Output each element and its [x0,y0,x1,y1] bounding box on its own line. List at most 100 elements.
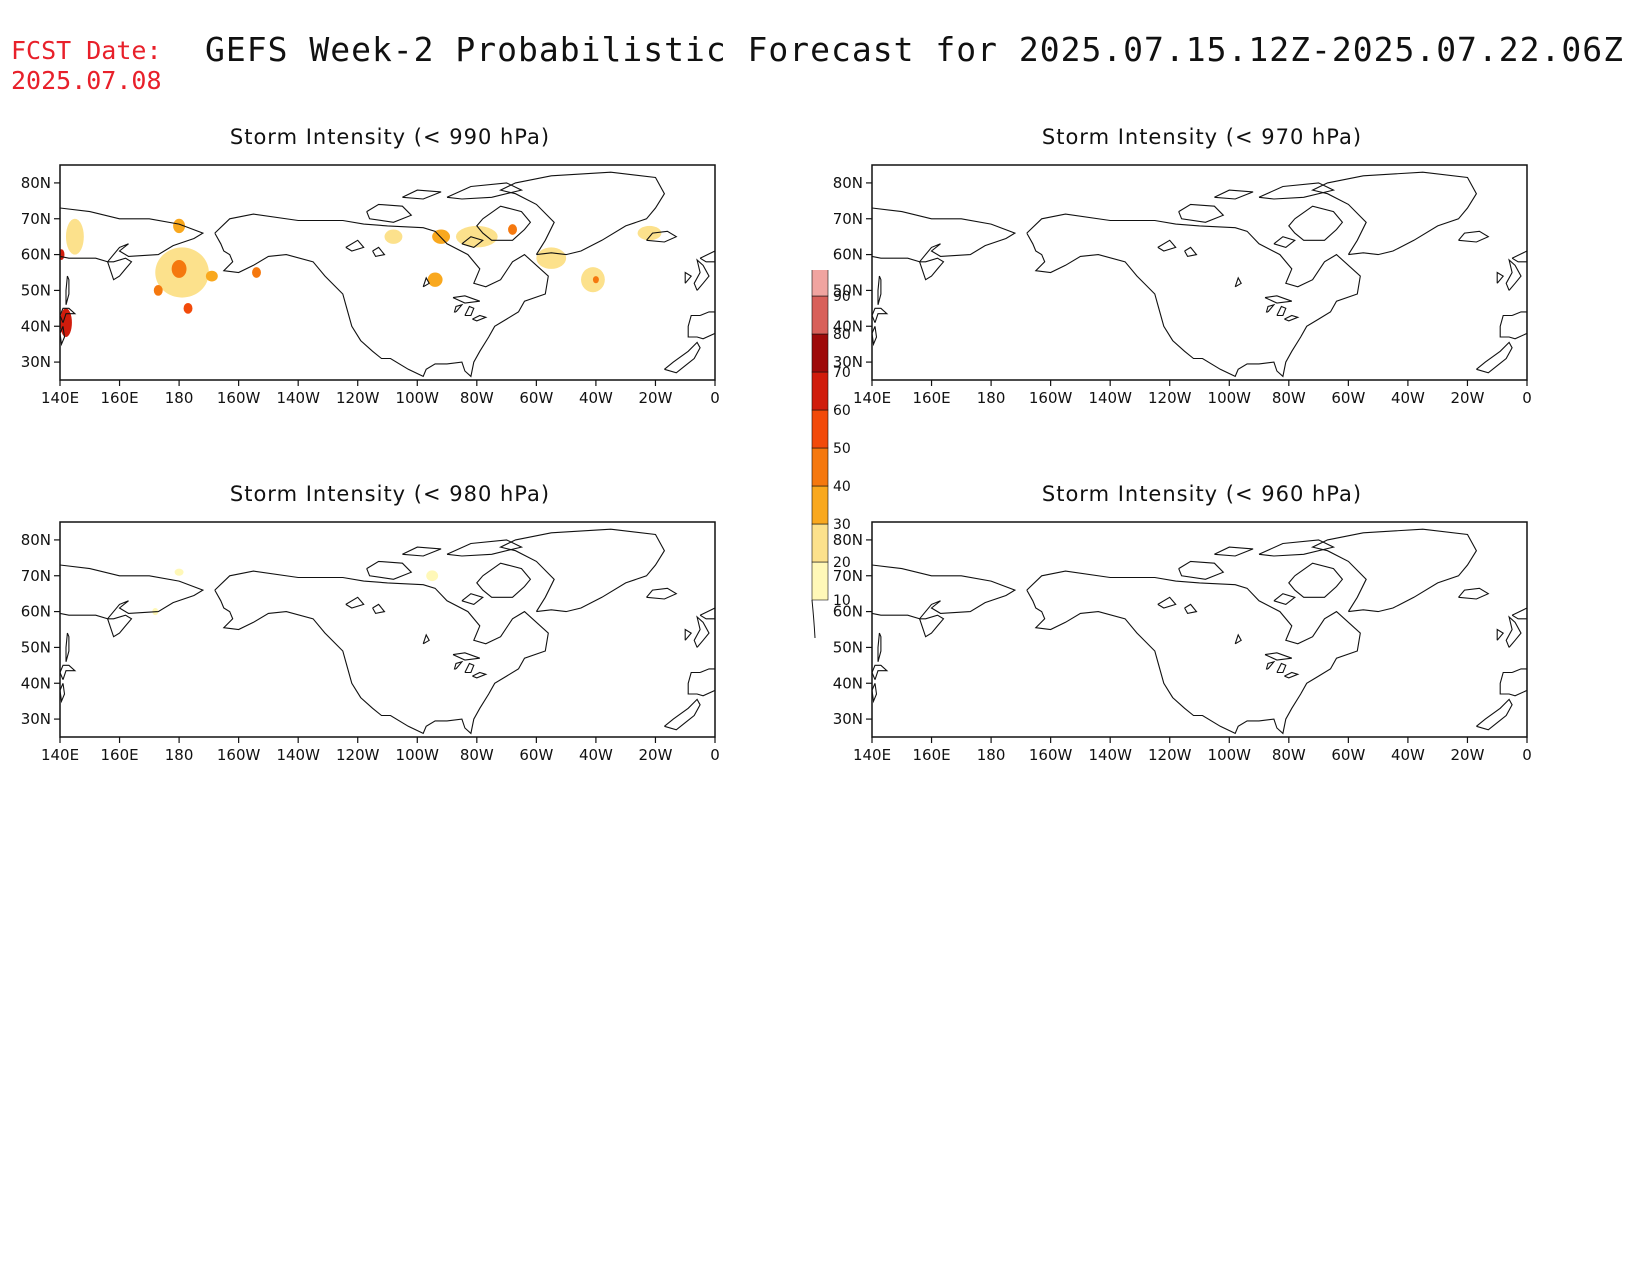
probability-colorbar: 10 20 30 40 50 60 70 80 90 [811,270,851,639]
coastline [1284,314,1300,322]
coastline [1026,570,1361,735]
lon-tick-label: 140W [1088,746,1132,764]
lat-tick-label: 70N [833,567,863,585]
coastline [1184,246,1198,258]
probability-patch [508,224,518,235]
lon-tick-label: 180 [165,746,194,764]
lon-tick-label: 0 [710,389,720,407]
coastline [65,632,70,662]
coastline [345,596,365,609]
lon-tick-label: 40W [1391,746,1425,764]
coastline [476,205,532,241]
lon-tick-label: 140W [276,389,320,407]
lon-tick-label: 20W [638,389,672,407]
coastline [464,662,475,674]
coastline [214,213,549,378]
colorbar-label: 10 [833,593,851,609]
lat-tick-label: 80N [833,174,863,192]
coastline [664,698,701,731]
lon-tick-label: 80W [1272,746,1306,764]
coastline [1234,633,1242,645]
coastline [1476,698,1513,731]
coastline [1496,628,1505,641]
probability-patch [171,259,187,278]
coastline [60,683,66,704]
lat-tick-label: 70N [21,210,51,228]
colorbar-segment [811,270,829,297]
coastline [1026,213,1361,378]
probability-patch [581,267,605,293]
coastline [422,276,430,288]
coastline [1499,311,1527,340]
forecast-date-label: FCST Date: [11,36,162,65]
coastline [1288,205,1344,241]
coastline [464,305,475,317]
coastline [1157,596,1177,609]
lon-tick-label: 0 [1522,389,1532,407]
lon-tick-label: 160W [1029,389,1073,407]
lon-tick-label: 180 [977,746,1006,764]
lon-tick-label: 40W [579,746,613,764]
probability-patch [183,302,193,314]
probability-patch [455,225,498,248]
coastline [872,207,1017,263]
coastline [646,230,678,243]
lat-tick-label: 30N [21,710,51,728]
coastline [687,668,715,697]
coastline [498,171,666,256]
lon-tick-label: 160E [100,746,138,764]
coastline [699,607,715,620]
colorbar-label: 40 [833,479,851,495]
coastline [366,560,413,580]
coastline [1511,607,1527,620]
coastline [872,564,1017,620]
coastline [1265,303,1276,313]
coastline [60,564,205,620]
lon-tick-label: 60W [1331,746,1365,764]
probability-patch [427,272,443,287]
coastline [60,307,77,323]
panel-title: Storm Intensity (< 960 hPa) [1041,482,1363,506]
lon-tick-label: 20W [1450,746,1484,764]
coastline [1178,560,1225,580]
panel-title: Storm Intensity (< 980 hPa) [229,482,551,506]
probability-patch [153,285,163,296]
lon-tick-label: 120W [336,389,380,407]
lon-tick-label: 140E [853,389,891,407]
lon-tick-label: 0 [1522,746,1532,764]
coastline [1276,305,1287,317]
page-title: GEFS Week-2 Probabilistic Forecast for 2… [205,30,1625,69]
lat-tick-label: 30N [833,710,863,728]
lon-tick-label: 100W [1208,389,1252,407]
coastline [60,326,66,347]
colorbar-segment [811,485,829,525]
lon-tick-label: 100W [1208,746,1252,764]
colorbar-segment [811,523,829,563]
map-svg: 80N 70N 60N 50N 40N 30N 140E 160E 180 160W 140W 120… [833,521,1532,764]
coastline [472,671,488,679]
lon-tick-label: 180 [165,389,194,407]
coastline [1234,276,1242,288]
coastline [1284,671,1300,679]
coastline [372,246,386,258]
coastline [1496,271,1505,284]
lat-tick-label: 50N [21,281,51,299]
lon-tick-label: 100W [396,389,440,407]
probability-patch [637,225,662,241]
coastline [1214,189,1254,200]
lat-tick-label: 80N [21,174,51,192]
coastline [345,239,365,252]
coastline [1258,182,1336,200]
coastline [446,539,524,557]
coastline [919,614,945,638]
coastline [461,593,484,606]
lon-tick-label: 40W [1391,389,1425,407]
lon-tick-label: 80W [460,746,494,764]
coastline [1511,250,1527,263]
coastline [1476,341,1513,374]
lon-tick-label: 60W [1331,389,1365,407]
coastline [877,632,882,662]
forecast-date-block: FCST Date: 2025.07.08 [11,36,162,96]
colorbar-label: 30 [833,517,851,533]
colorbar-segment [811,333,829,373]
